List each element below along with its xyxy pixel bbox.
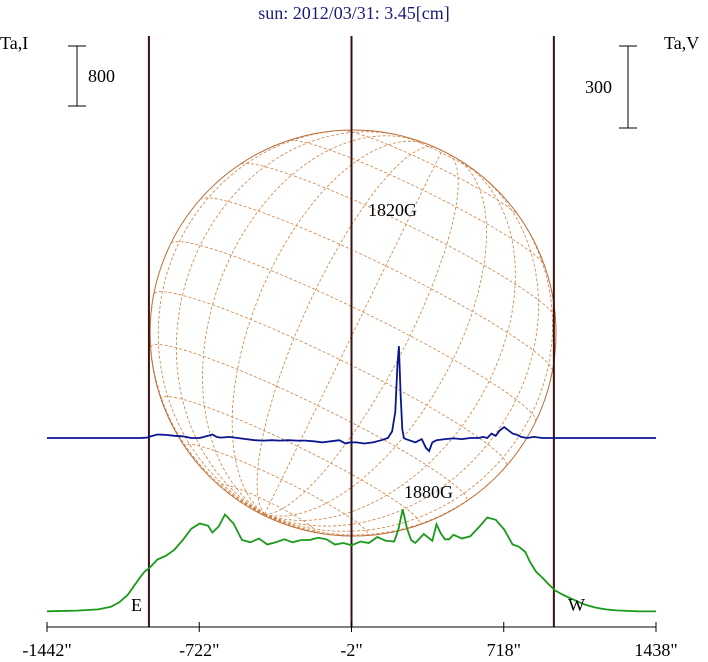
chart-title: sun: 2012/03/31: 3.45[cm] (258, 3, 450, 23)
grid-line (154, 291, 507, 466)
annotation-1820G: 1820G (368, 200, 417, 220)
right-scale-value: 300 (585, 77, 612, 97)
left-scale-bar (68, 45, 86, 107)
vertical-markers (147, 36, 555, 627)
left-axis-label: Ta,I (0, 33, 28, 53)
grid-line (202, 135, 415, 515)
limb-label-west: W (568, 595, 585, 615)
grid-line (264, 150, 443, 515)
left-scale-value: 800 (88, 66, 115, 86)
x-tick-label: -2" (340, 640, 362, 660)
grid-line (264, 513, 343, 537)
grid-line (264, 174, 539, 527)
grid-line (264, 207, 553, 532)
x-tick-label: -722" (179, 640, 219, 660)
grid-line (199, 197, 553, 372)
annotation-1880G: 1880G (404, 482, 453, 502)
right-scale-bar (619, 45, 637, 129)
right-axis-label: Ta,V (664, 33, 699, 53)
grid-line (149, 243, 265, 515)
grid-line (342, 129, 520, 217)
limb-label-east: E (131, 595, 142, 615)
grid-line (256, 146, 435, 515)
grid-line (157, 129, 354, 515)
grid-line (264, 165, 516, 521)
grid-line (231, 140, 428, 515)
grid-line (240, 162, 556, 318)
grid-line (170, 241, 537, 422)
x-tick-label: -1442" (22, 640, 71, 660)
grid-line (184, 443, 369, 536)
series-polarization-line (47, 346, 656, 453)
grid-line (264, 513, 270, 519)
grid-line (264, 157, 487, 517)
grid-line (264, 421, 536, 536)
grid-line (264, 154, 459, 515)
solar-disk (149, 129, 557, 537)
grid-line (199, 465, 265, 515)
grid-line (264, 513, 285, 525)
heliographic-grid (149, 129, 556, 537)
grid-line (175, 131, 399, 515)
series-intensity-line (46, 509, 657, 613)
x-axis-ticks: -1442" -722" -2" 718" 1438" (22, 622, 678, 660)
x-tick-label: 1438" (634, 640, 677, 660)
grid-line (160, 396, 421, 526)
x-tick-label: 718" (487, 640, 521, 660)
